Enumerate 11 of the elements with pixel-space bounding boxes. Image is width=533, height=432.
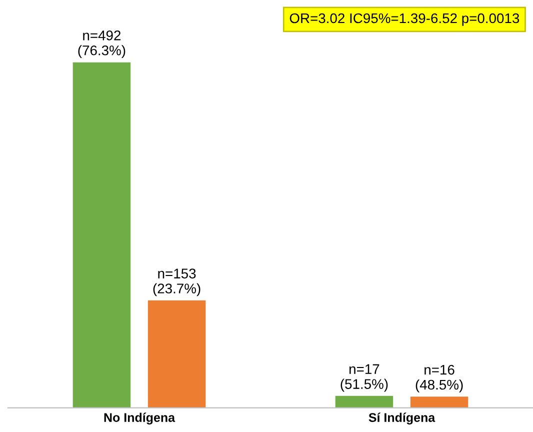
bar — [148, 300, 206, 408]
data-label: n=17 (51.5%) — [340, 364, 388, 392]
bar — [335, 396, 394, 408]
bar — [72, 62, 131, 408]
bar — [410, 396, 468, 408]
text: OR=3.02 IC95%=1.39-6.52 p=0.0013 — [290, 13, 520, 26]
data-label: n=16 (48.5%) — [416, 364, 463, 392]
data-label: n=492 (76.3%) — [78, 30, 126, 58]
data-label: n=153 (23.7%) — [153, 268, 200, 296]
x-tick-label: No Indígena — [104, 412, 176, 424]
x-tick-label: Sí Indígena — [368, 412, 436, 424]
